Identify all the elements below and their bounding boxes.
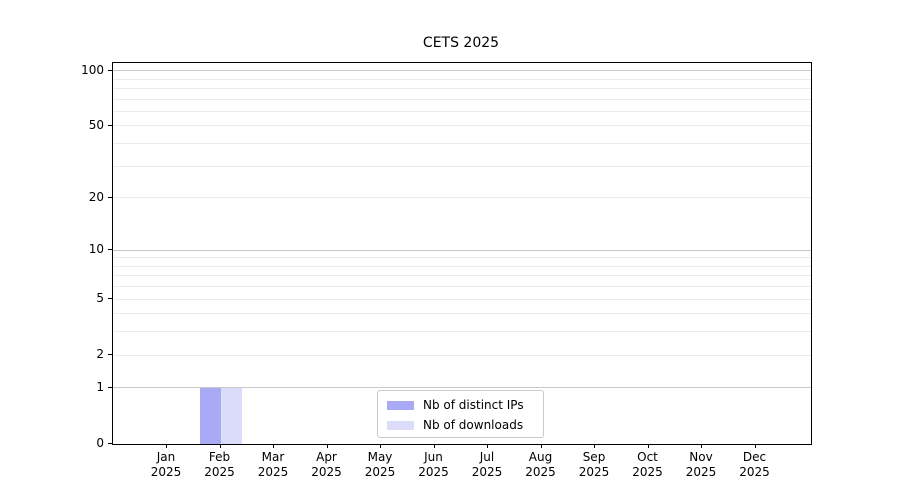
y-tick-label: 10 xyxy=(88,242,104,256)
chart-title: CETS 2025 xyxy=(422,35,500,51)
x-tick-label: Jun 2025 xyxy=(418,450,449,479)
y-tick-mark xyxy=(108,386,112,388)
y-tick-mark xyxy=(108,124,112,126)
y-tick-label: 20 xyxy=(88,189,104,204)
x-tick-label: Jan 2025 xyxy=(150,450,182,479)
gridline-minor xyxy=(113,313,811,314)
y-tick-label: 5 xyxy=(96,291,104,306)
x-tick-label: Dec 2025 xyxy=(739,450,770,479)
gridline-minor xyxy=(113,355,811,356)
y-tick-label: 0 xyxy=(96,436,104,450)
x-tick-label: Feb 2025 xyxy=(204,450,235,479)
gridline-minor xyxy=(113,79,811,80)
gridline-major xyxy=(113,250,811,251)
legend-label: Nb of downloads xyxy=(423,418,524,432)
gridline-minor xyxy=(113,111,811,112)
x-tick-label: Mar 2025 xyxy=(257,450,289,479)
gridline-minor xyxy=(113,99,811,100)
y-tick-label: 1 xyxy=(96,379,104,394)
y-tick-mark xyxy=(108,249,112,250)
gridline-minor xyxy=(113,143,811,144)
gridline-major xyxy=(113,387,811,388)
legend-label: Nb of distinct IPs xyxy=(423,398,524,412)
y-tick-mark xyxy=(108,443,112,444)
gridline-minor xyxy=(113,331,811,332)
gridline-minor xyxy=(113,275,811,276)
x-tick-mark xyxy=(380,444,381,448)
x-tick-mark xyxy=(219,444,221,448)
x-tick-label: Nov 2025 xyxy=(685,450,717,479)
x-tick-mark xyxy=(754,444,756,448)
bar-nb-of-downloads xyxy=(220,388,242,444)
x-tick-label: Sep 2025 xyxy=(578,450,610,479)
gridline-major xyxy=(113,70,811,71)
x-tick-mark xyxy=(647,444,649,448)
y-tick-label: 50 xyxy=(88,117,104,132)
x-tick-mark xyxy=(540,444,542,448)
x-tick-mark xyxy=(701,444,702,448)
gridline-minor xyxy=(113,286,811,287)
x-tick-label: Jul 2025 xyxy=(471,450,503,479)
plot-area xyxy=(112,62,812,445)
x-tick-mark xyxy=(487,444,488,448)
x-tick-label: Aug 2025 xyxy=(525,450,556,479)
x-tick-mark xyxy=(166,444,167,448)
x-tick-label: May 2025 xyxy=(364,450,396,479)
legend-item: Nb of distinct IPs xyxy=(387,395,535,415)
y-tick-mark xyxy=(108,298,112,300)
legend: Nb of distinct IPs Nb of downloads xyxy=(377,390,544,438)
gridline-minor xyxy=(113,125,811,126)
x-tick-mark xyxy=(594,444,595,448)
x-tick-mark xyxy=(273,444,274,448)
gridline-minor xyxy=(113,166,811,167)
x-tick-label: Oct 2025 xyxy=(632,450,663,479)
gridline-minor xyxy=(113,88,811,89)
y-tick-label: 100 xyxy=(81,62,104,77)
legend-item: Nb of downloads xyxy=(387,415,535,435)
legend-swatch-distinct-ips xyxy=(387,400,414,410)
gridline-minor xyxy=(113,266,811,267)
gridline-minor xyxy=(113,257,811,258)
x-tick-label: Apr 2025 xyxy=(311,450,342,479)
bar-nb-of-distinct-ips xyxy=(199,388,221,444)
y-tick-mark xyxy=(108,196,112,198)
x-tick-mark xyxy=(326,444,328,448)
gridline-minor xyxy=(113,197,811,198)
y-tick-label: 2 xyxy=(96,347,104,362)
legend-swatch-downloads xyxy=(387,420,414,430)
y-tick-mark xyxy=(108,354,112,356)
gridline-minor xyxy=(113,299,811,300)
y-tick-mark xyxy=(108,69,112,71)
x-tick-mark xyxy=(433,444,435,448)
